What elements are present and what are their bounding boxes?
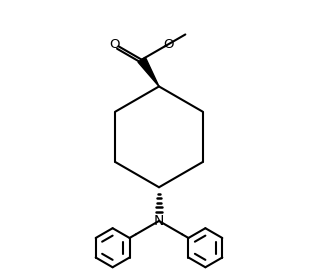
Text: O: O [163,38,174,51]
Text: N: N [154,214,164,228]
Polygon shape [138,57,159,87]
Text: O: O [109,38,120,51]
